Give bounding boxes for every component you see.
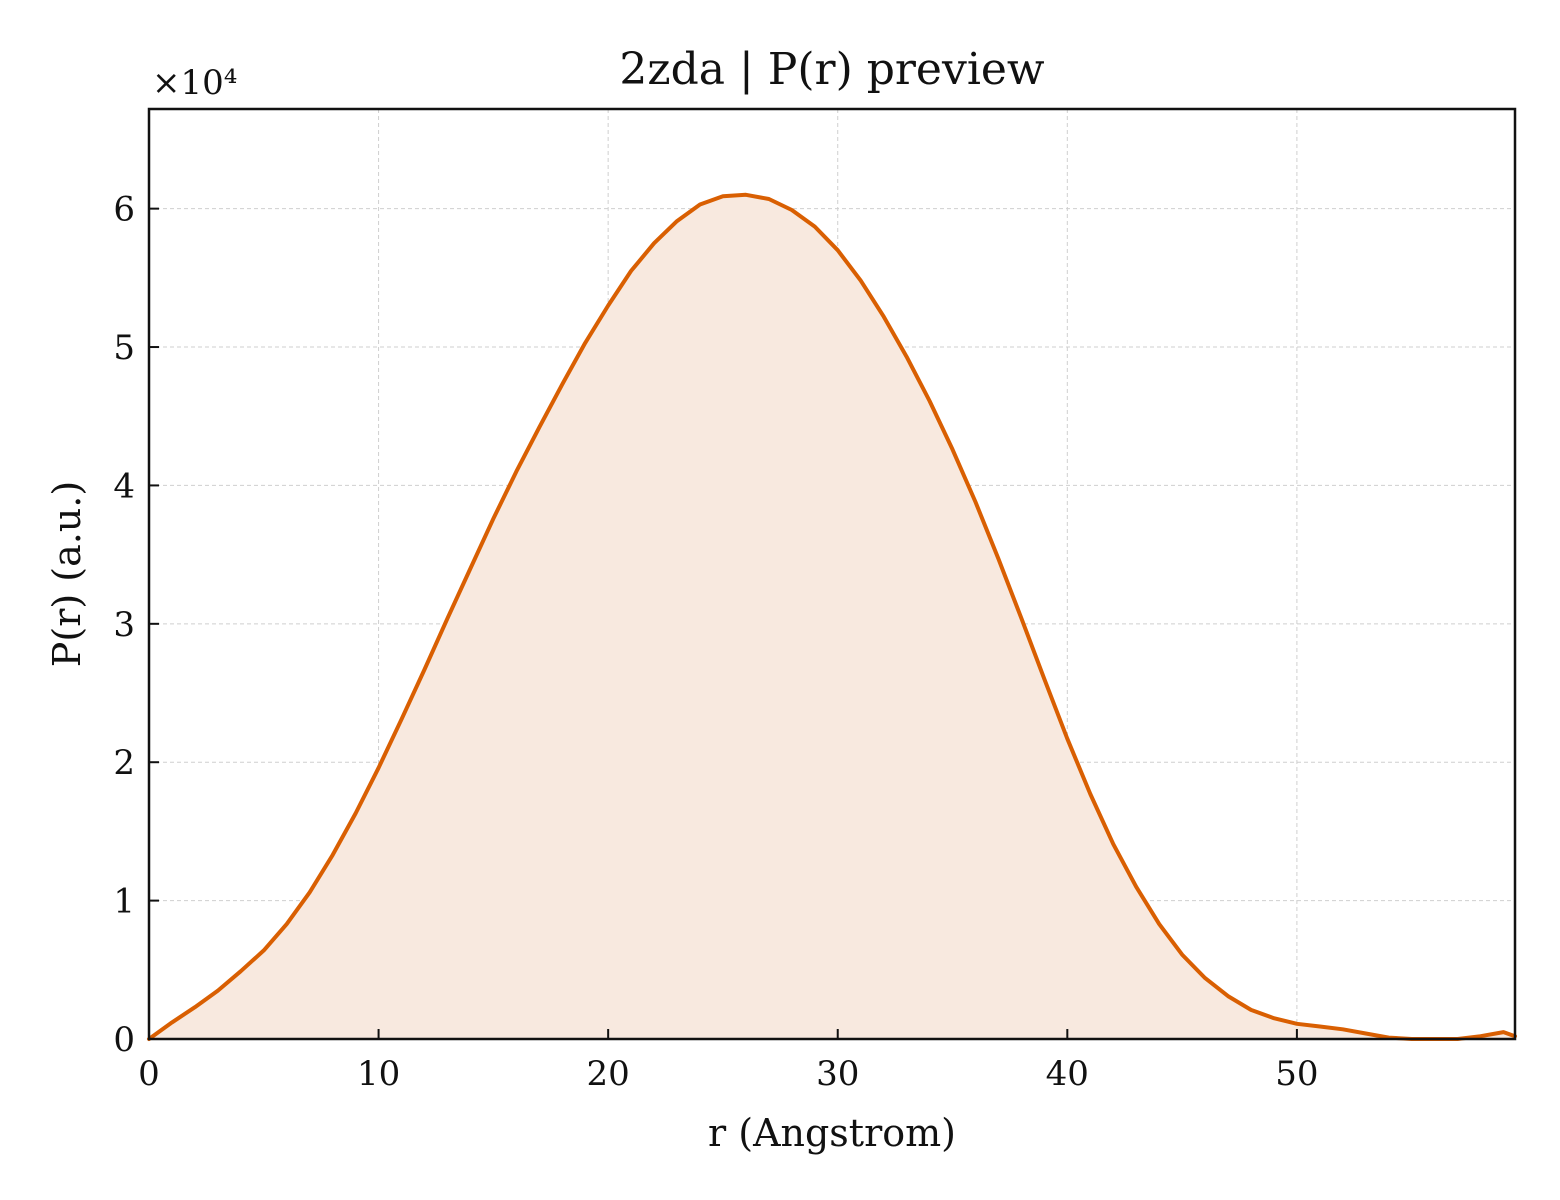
- plot-frame: [147, 107, 1517, 1041]
- y-tick-label: 0: [113, 1020, 135, 1060]
- y-tick-label: 3: [113, 605, 135, 645]
- x-tick-label: 40: [1046, 1054, 1089, 1094]
- x-tick-label: 0: [138, 1054, 160, 1094]
- x-tick-label: 50: [1275, 1054, 1318, 1094]
- x-tick-label: 10: [357, 1054, 400, 1094]
- area-fill: [149, 194, 1515, 1040]
- chart-title: 2zda | P(r) preview: [619, 44, 1045, 95]
- x-axis-label: r (Angstrom): [708, 1111, 956, 1155]
- axis-ticks: [148, 207, 1298, 1040]
- y-tick-label: 4: [113, 466, 135, 506]
- y-tick-label: 1: [113, 882, 135, 922]
- x-tick-label: 30: [816, 1054, 859, 1094]
- x-tick-label: 20: [587, 1054, 630, 1094]
- y-axis-label: P(r) (a.u.): [45, 481, 89, 667]
- y-tick-label: 2: [113, 743, 135, 783]
- y-tick-label: 5: [113, 328, 135, 368]
- y-multiplier-label: ×10⁴: [152, 63, 237, 103]
- series-line: [147, 192, 1517, 1041]
- y-tick-label: 6: [113, 190, 135, 230]
